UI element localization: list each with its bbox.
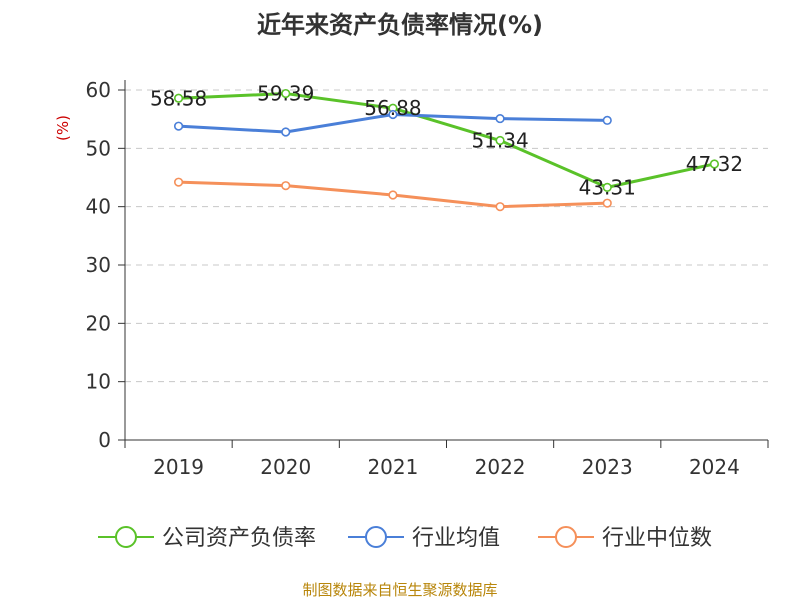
data-point [388,190,398,200]
data-point [709,159,720,169]
data-point [281,127,291,137]
chart-title: 近年来资产负债率情况(%) [257,11,543,39]
series-layer [173,88,720,212]
data-point [602,115,612,125]
x-tick-label: 2020 [260,455,311,479]
x-tick-label: 2021 [367,455,418,479]
y-tick-label: 0 [98,428,111,452]
x-tick-label: 2022 [475,455,526,479]
y-tick-label: 50 [86,136,111,160]
x-tick-label: 2024 [689,455,740,479]
data-point [495,135,505,146]
data-point [281,88,291,99]
x-tick-label: 2019 [153,455,204,479]
data-point [495,202,505,212]
x-tick-label: 2023 [582,455,633,479]
data-label: 51.34 [471,129,528,153]
axes: 0 10 20 30 40 50 60 2019 2020 2021 2022 2023 2024 [86,78,769,479]
series-line [178,92,715,189]
grid-lines [125,89,768,383]
data-label: 58.58 [150,86,207,110]
data-point [495,113,505,124]
data-point [602,198,612,208]
legend: 公司资产负债率 行业均值 行业中位数 [98,526,712,551]
data-point [281,181,291,191]
legend-swatch-marker [365,526,387,548]
legend-label: 行业中位数 [602,526,712,551]
data-label: 59.39 [257,82,314,106]
y-axis-unit: (%) [54,115,72,141]
data-point [173,177,184,187]
data-point [602,182,612,192]
data-label: 43.31 [579,175,636,199]
legend-label: 行业均值 [412,526,500,551]
y-tick-label: 30 [86,253,111,277]
data-point [173,93,184,103]
y-tick-label: 40 [86,195,111,219]
legend-label: 公司资产负债率 [162,526,316,551]
data-labels: 58.58 59.39 56.88 51.34 43.31 47.32 [150,82,743,200]
y-tick-label: 10 [86,370,111,394]
legend-swatch-marker [555,526,577,548]
data-label: 47.32 [686,152,743,176]
data-point [173,121,184,131]
data-label: 56.88 [364,96,421,120]
source-note: 制图数据来自恒生聚源数据库 [302,581,497,599]
y-tick-label: 60 [86,78,111,102]
y-tick-label: 20 [86,311,111,335]
data-point [388,109,398,120]
legend-swatch-marker [115,526,137,548]
